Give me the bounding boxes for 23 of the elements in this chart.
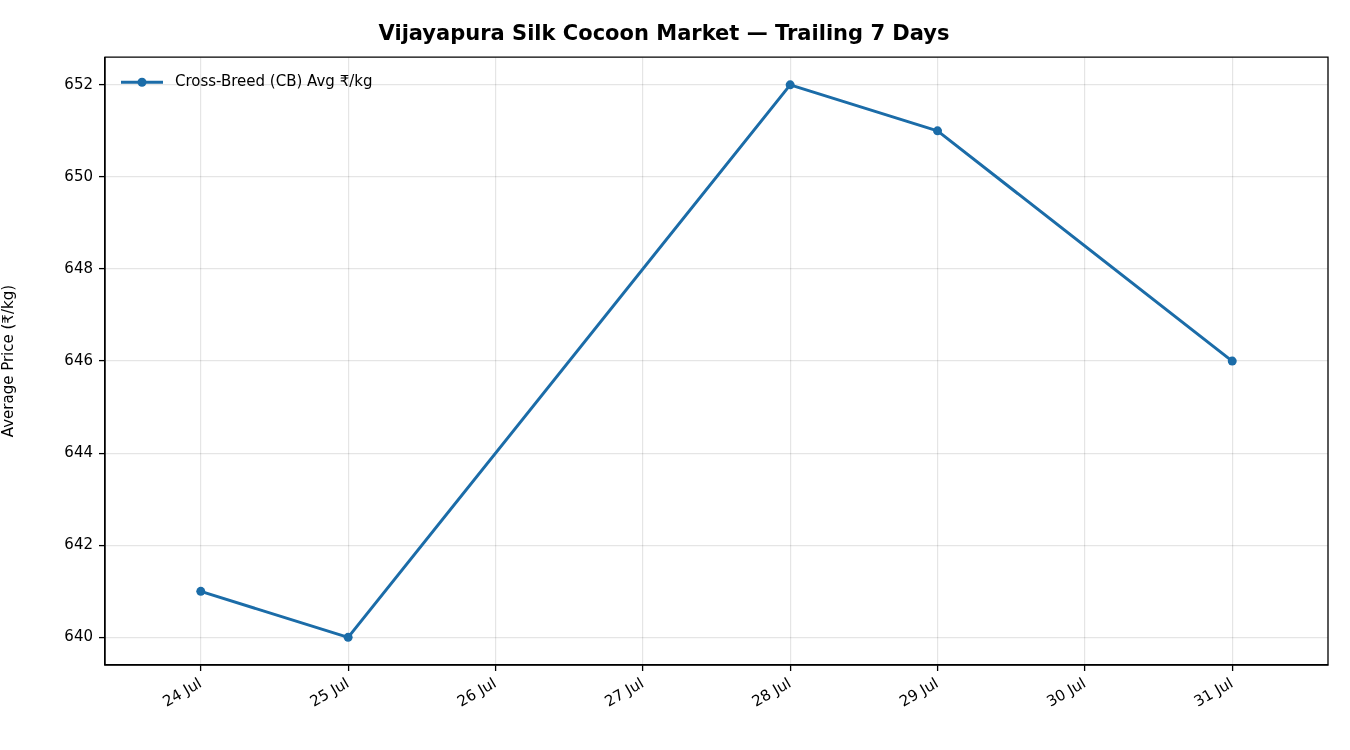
legend-label: Cross-Breed (CB) Avg ₹/kg bbox=[175, 72, 373, 91]
x-tick-label: 26 Jul bbox=[454, 674, 500, 711]
point bbox=[785, 80, 795, 90]
point bbox=[196, 586, 206, 596]
chart-title: Vijayapura Silk Cocoon Market — Trailing 7 Days bbox=[378, 21, 950, 46]
x-tick-label: 27 Jul bbox=[601, 674, 647, 711]
point bbox=[933, 126, 943, 136]
y-tick-label: 644 bbox=[64, 443, 93, 462]
y-tick-label: 642 bbox=[64, 535, 93, 554]
x-tick-label: 28 Jul bbox=[748, 674, 795, 711]
y-tick-label: 640 bbox=[64, 627, 93, 646]
x-tick-label: 24 Jul bbox=[159, 674, 205, 711]
x-tick-label: 31 Jul bbox=[1190, 674, 1237, 711]
point bbox=[1227, 356, 1237, 366]
x-tick-label: 30 Jul bbox=[1043, 674, 1089, 711]
y-tick-label: 652 bbox=[64, 74, 93, 93]
point bbox=[343, 632, 353, 642]
y-tick-label: 648 bbox=[64, 258, 93, 277]
y-axis-title: Average Price (₹/kg) bbox=[0, 284, 17, 438]
x-tick-label: 29 Jul bbox=[896, 674, 942, 711]
y-tick-label: 646 bbox=[64, 350, 93, 369]
y-tick-label: 650 bbox=[64, 166, 93, 185]
x-tick-label: 25 Jul bbox=[306, 674, 353, 711]
